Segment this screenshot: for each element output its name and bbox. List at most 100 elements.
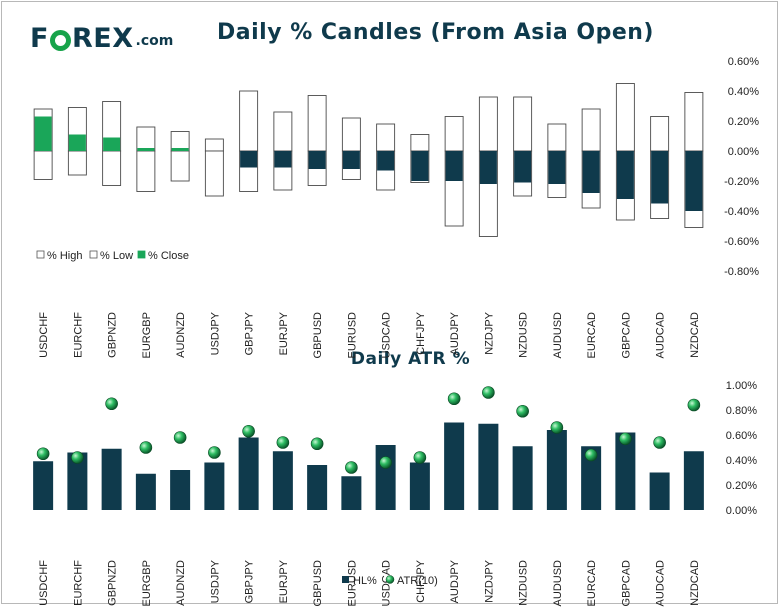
candle-category-label: USDJPY xyxy=(209,311,221,355)
candle-close-bar xyxy=(479,151,497,184)
candle-high-bar xyxy=(547,123,567,152)
atr-category-label: GBPJPY xyxy=(244,559,256,603)
candle-category-label: EURUSD xyxy=(346,312,358,359)
candle-low-bar xyxy=(204,150,224,197)
candle-legend-label: % Close xyxy=(148,250,189,262)
candle-close-bar xyxy=(548,151,566,184)
atr-legend-label-hl: HL% xyxy=(353,575,377,587)
candle-low-bar xyxy=(102,150,122,186)
atr-hl-bar xyxy=(67,452,88,510)
candle-high-bar xyxy=(444,116,464,152)
candle-category-label: NZDUSD xyxy=(518,312,530,358)
candle-category-label: GBPNZD xyxy=(107,312,119,358)
candle-high-bar xyxy=(239,90,259,152)
atr-hl-bar xyxy=(341,476,362,510)
atr10-dot xyxy=(584,448,598,462)
atr-hl-bar xyxy=(683,451,704,510)
candle-category-label: GBPJPY xyxy=(244,311,256,355)
candle-high-bar xyxy=(513,96,533,152)
atr-hl-bar xyxy=(546,430,567,510)
atr-hl-bar xyxy=(581,446,602,510)
atr-hl-bar xyxy=(135,473,156,510)
candle-close-bar xyxy=(377,151,395,171)
atr-y-tick-label: 0.40% xyxy=(726,455,757,467)
atr-y-tick-label: 0.00% xyxy=(726,505,757,517)
atr-category-label: NZDCAD xyxy=(689,560,701,606)
atr-legend-swatch-atr xyxy=(385,575,395,584)
atr-legend-swatch-hl xyxy=(342,576,349,583)
atr-hl-bar xyxy=(649,472,670,510)
atr10-dot xyxy=(242,424,255,438)
atr10-dot xyxy=(653,436,666,449)
atr-category-label: CHFJPY xyxy=(415,559,427,602)
atr10-dot xyxy=(139,441,153,454)
atr-hl-bar xyxy=(615,432,636,510)
candle-close-bar xyxy=(445,151,463,181)
atr-category-label: GBPUSD xyxy=(312,560,324,607)
atr-category-label: GBPCAD xyxy=(620,560,632,607)
atr-category-label: EURCAD xyxy=(586,560,598,607)
candle-close-bar xyxy=(308,151,326,169)
candle-legend-swatch xyxy=(89,250,98,259)
candle-high-bar xyxy=(136,126,156,152)
candle-legend-label: % High xyxy=(47,250,82,262)
atr10-dot xyxy=(687,398,701,412)
atr-hl-bar xyxy=(512,446,533,510)
candle-y-tick-label: 0.00% xyxy=(728,146,759,158)
atr-hl-bar xyxy=(170,470,191,510)
candle-close-bar xyxy=(651,151,669,204)
atr10-dot xyxy=(619,432,632,446)
candle-y-tick-label: 0.40% xyxy=(728,86,759,98)
logo-coin-icon xyxy=(49,29,71,51)
candle-category-label: AUDCAD xyxy=(655,312,667,359)
candle-close-bar xyxy=(514,151,532,183)
atr-hl-bar xyxy=(375,445,396,510)
atr10-dot xyxy=(276,436,290,449)
atr-category-label: USDCAD xyxy=(381,560,393,607)
atr-legend-label-atr: ATR(10) xyxy=(397,575,438,587)
atr-category-label: AUDJPY xyxy=(449,559,461,603)
atr-hl-bar xyxy=(101,448,122,510)
candle-close-bar xyxy=(137,148,155,151)
candle-high-bar xyxy=(650,116,670,152)
candle-legend-swatch xyxy=(137,250,146,259)
candle-close-bar xyxy=(240,151,258,168)
candle-low-bar xyxy=(33,150,53,180)
atr-category-label: NZDJPY xyxy=(483,559,495,602)
atr10-dot xyxy=(105,397,118,411)
atr10-dot xyxy=(516,404,529,418)
candle-category-label: EURJPY xyxy=(278,311,290,355)
atr-y-tick-label: 1.00% xyxy=(726,380,757,392)
atr10-dot xyxy=(413,451,427,464)
candle-y-tick-label: 0.20% xyxy=(728,116,759,128)
atr-chart-title: Daily ATR % xyxy=(350,349,471,369)
candle-close-bar xyxy=(274,151,292,168)
atr10-dot xyxy=(447,392,461,406)
candle-category-label: NZDJPY xyxy=(483,311,495,354)
candle-high-bar xyxy=(684,92,704,152)
atr10-dot xyxy=(173,431,187,444)
atr10-dot xyxy=(208,446,221,459)
candle-close-bar xyxy=(685,151,703,211)
atr-category-label: AUDNZD xyxy=(175,560,187,606)
atr-category-label: AUDUSD xyxy=(552,560,564,607)
candle-high-bar xyxy=(615,83,635,152)
atr-category-label: NZDUSD xyxy=(518,560,530,606)
candle-legend-swatch xyxy=(36,250,45,259)
atr-y-tick-label: 0.80% xyxy=(726,405,757,417)
candle-close-bar xyxy=(171,148,189,151)
atr-category-label: AUDCAD xyxy=(655,560,667,607)
atr-category-label: USDJPY xyxy=(209,559,221,603)
candle-close-bar xyxy=(34,116,52,151)
candle-category-label: EURCHF xyxy=(72,312,84,358)
candle-low-bar xyxy=(67,150,87,176)
atr-hl-bar xyxy=(272,451,293,510)
candle-high-bar xyxy=(273,111,293,152)
forex-logo: F REX .com xyxy=(30,22,173,54)
candle-low-bar xyxy=(136,150,156,192)
atr10-dot xyxy=(310,437,324,451)
atr-category-label: USDCHF xyxy=(38,560,50,606)
candle-close-bar xyxy=(68,134,86,151)
atr-hl-bar xyxy=(444,422,465,510)
